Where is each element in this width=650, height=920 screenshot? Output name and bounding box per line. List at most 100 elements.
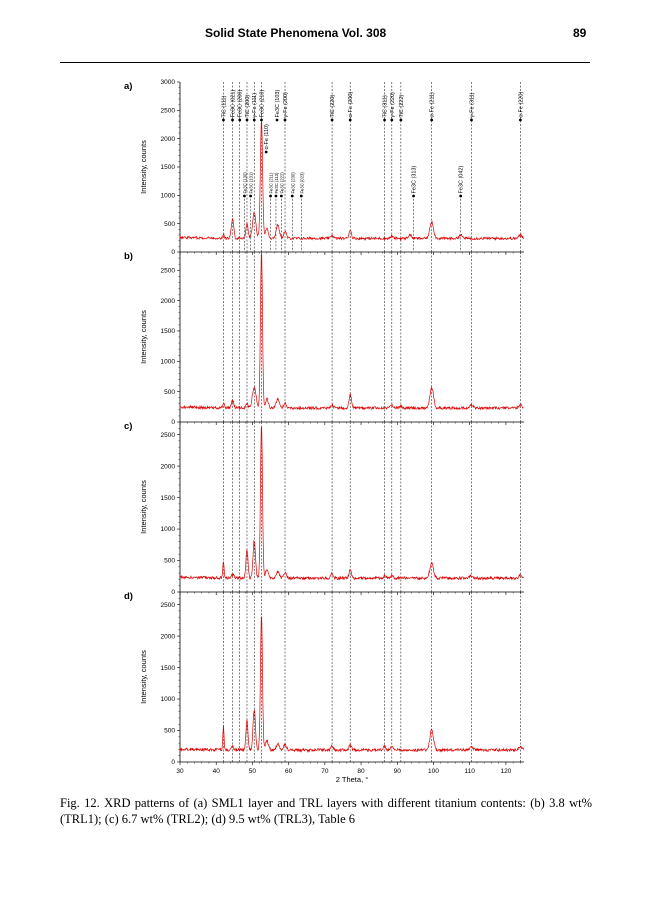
peak-marker-2	[238, 118, 242, 122]
y-tick-label-3-5: 2500	[161, 602, 176, 609]
y-tick-label-0-0: 0	[171, 249, 175, 256]
y-tick-label-2-0: 0	[171, 589, 175, 596]
panel-label-0: a)	[124, 81, 132, 92]
peak-marker-17	[243, 194, 246, 198]
y-axis-label-3: Intensity, counts	[139, 650, 148, 704]
peak-label-19: Fe3C (211)	[269, 172, 274, 193]
peak-label-5: Fe3C (210)	[259, 90, 265, 118]
peak-label-12: γ-Fe (220)	[390, 92, 396, 118]
peak-marker-6	[264, 150, 268, 154]
x-tick-label-0: 30	[176, 768, 184, 775]
x-tick-label-1: 40	[213, 768, 221, 775]
peak-label-2: Fe3C (200)	[238, 90, 244, 118]
y-tick-label-3-1: 500	[164, 728, 175, 735]
y-tick-label-3-0: 0	[171, 759, 175, 766]
y-tick-label-3-3: 1500	[161, 665, 176, 672]
peak-marker-25	[459, 194, 463, 198]
x-tick-label-5: 80	[357, 768, 365, 775]
x-axis-label: 2 Theta, °	[336, 775, 368, 784]
peak-marker-10	[348, 118, 352, 122]
panel-label-1: b)	[124, 251, 133, 262]
peak-marker-8	[283, 118, 287, 122]
panel-label-3: d)	[124, 591, 133, 602]
peak-label-21: Fe3C (222)	[279, 172, 284, 194]
peak-marker-15	[470, 118, 473, 122]
header-rule	[60, 62, 590, 63]
peak-label-9: TiC (220)	[330, 95, 336, 118]
figure-caption: Fig. 12. XRD patterns of (a) SML1 layer …	[60, 796, 592, 826]
y-tick-label-2-1: 500	[164, 558, 175, 565]
y-tick-label-2-5: 2500	[161, 432, 176, 439]
peak-marker-0	[222, 118, 225, 122]
peak-label-15: γ-Fe (311)	[469, 92, 475, 117]
peak-label-3: TiC (200)	[245, 95, 251, 118]
peak-marker-21	[279, 194, 283, 198]
x-tick-label-8: 110	[464, 768, 475, 775]
peak-label-10: α-Fe (200)	[348, 92, 354, 118]
peak-marker-12	[390, 118, 394, 122]
x-tick-label-4: 70	[321, 768, 329, 775]
peak-label-22: Fe3C (230)	[290, 172, 295, 194]
peak-marker-18	[249, 194, 253, 198]
y-axis-label-0: Intensity, counts	[139, 140, 148, 194]
xrd-pattern-0	[179, 121, 524, 242]
peak-label-20: Fe3C (113)	[274, 172, 279, 193]
peak-marker-24	[412, 194, 415, 198]
x-tick-label-6: 90	[394, 768, 402, 775]
x-tick-label-2: 50	[249, 768, 257, 775]
peak-marker-7	[275, 118, 279, 122]
peak-marker-9	[330, 118, 334, 122]
peak-label-7: Fe3C (103)	[275, 90, 281, 118]
x-tick-label-9: 120	[500, 768, 511, 775]
y-tick-label-0-1: 500	[164, 221, 175, 228]
peak-marker-4	[252, 118, 256, 122]
y-tick-label-0-4: 2000	[161, 136, 176, 143]
xrd-pattern-1	[179, 253, 524, 411]
y-tick-label-3-2: 1000	[161, 696, 176, 703]
peak-marker-1	[231, 118, 234, 122]
peak-label-1: Fe3C (021)	[231, 90, 237, 118]
y-tick-label-0-6: 3000	[161, 79, 176, 86]
xrd-pattern-3	[179, 616, 525, 753]
peak-marker-23	[299, 194, 303, 198]
y-tick-label-0-2: 1000	[161, 193, 176, 200]
peak-marker-14	[430, 118, 434, 122]
y-tick-label-1-1: 500	[164, 389, 175, 396]
y-tick-label-2-2: 1000	[161, 526, 176, 533]
x-tick-label-3: 60	[285, 768, 293, 775]
peak-label-23: Fe3C (023)	[299, 172, 304, 194]
peak-marker-19	[269, 194, 272, 198]
panel-label-2: c)	[124, 421, 132, 432]
y-tick-label-1-4: 2000	[161, 298, 176, 305]
page-number: 89	[573, 26, 587, 40]
peak-label-16: α-Fe (220)	[518, 92, 524, 118]
journal-title: Solid State Phenomena Vol. 308	[205, 26, 387, 40]
peak-label-11: TiC (311)	[383, 95, 389, 117]
peak-marker-20	[274, 194, 278, 198]
peak-label-6: α-Fe (110)	[264, 124, 270, 150]
y-tick-label-1-0: 0	[171, 419, 175, 426]
peak-label-4: γ-Fe (111)	[252, 93, 258, 118]
y-tick-label-1-2: 1000	[161, 358, 176, 365]
y-tick-label-0-5: 2500	[161, 108, 176, 115]
peak-marker-3	[245, 118, 249, 122]
peak-marker-13	[399, 118, 403, 122]
y-tick-label-2-4: 2000	[161, 463, 176, 470]
peak-marker-16	[518, 118, 522, 122]
y-tick-label-0-3: 1500	[161, 164, 176, 171]
peak-marker-11	[383, 118, 386, 122]
y-axis-label-2: Intensity, counts	[139, 480, 148, 534]
y-tick-label-1-5: 2500	[161, 267, 176, 274]
peak-label-8: γ-Fe (200)	[283, 92, 289, 118]
peak-marker-5	[260, 118, 263, 122]
peak-label-17: Fe3C (130)	[242, 172, 247, 194]
peak-label-14: α-Fe (211)	[430, 92, 436, 118]
xrd-pattern-2	[179, 426, 524, 581]
peak-label-13: TiC (222)	[399, 95, 405, 118]
y-axis-label-1: Intensity, counts	[139, 310, 148, 364]
y-tick-label-3-4: 2000	[161, 633, 176, 640]
peak-label-18: Fe3C (131)	[249, 172, 254, 194]
y-tick-label-1-3: 1500	[161, 328, 176, 335]
peak-label-25: Fe3C (042)	[459, 166, 465, 194]
